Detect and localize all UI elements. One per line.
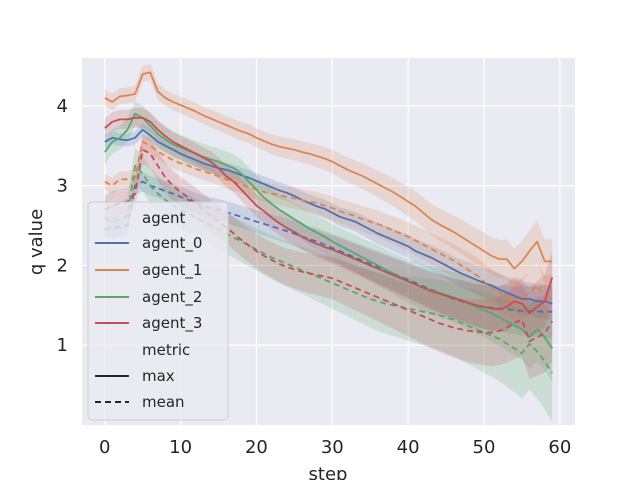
band-agent-0-max xyxy=(104,123,553,322)
band-agent-3-mean xyxy=(104,135,553,379)
legend-label-agent-0: agent_0 xyxy=(142,234,202,253)
legend-box xyxy=(87,201,229,421)
line-agent-0-mean xyxy=(104,180,553,313)
line-agent-3-max xyxy=(104,116,554,315)
band-agent-1-mean xyxy=(104,133,553,323)
tick-labels: 0 10 20 30 40 50 60 1 2 3 4 xyxy=(57,96,572,458)
x-tick-label: 0 xyxy=(99,437,110,458)
legend-hue-title: agent xyxy=(142,209,185,227)
line-agent-1-mean xyxy=(104,140,553,304)
y-tick-label: 2 xyxy=(57,255,68,276)
x-tick-label: 60 xyxy=(548,437,571,458)
legend-label-max: max xyxy=(142,367,175,385)
y-tick-label: 4 xyxy=(57,96,68,117)
legend-label-agent-1: agent_1 xyxy=(142,261,202,280)
line-agent-1-max xyxy=(104,71,553,270)
legend-label-mean: mean xyxy=(142,393,185,411)
x-tick-label: 30 xyxy=(321,437,344,458)
y-tick-label: 3 xyxy=(57,176,68,197)
legend-label-agent-3: agent_3 xyxy=(142,314,202,333)
legend: agent agent_0 agent_1 agent_2 agent_3 me… xyxy=(87,201,229,421)
x-tick-label: 10 xyxy=(169,437,192,458)
line-agent-2-max xyxy=(104,112,553,349)
x-tick-label: 50 xyxy=(473,437,496,458)
y-tick-label: 1 xyxy=(57,335,68,356)
legend-style-title: metric xyxy=(142,341,190,359)
x-tick-label: 40 xyxy=(397,437,420,458)
x-tick-label: 20 xyxy=(245,437,268,458)
x-axis-label: step xyxy=(309,464,348,480)
y-axis-label: q value xyxy=(26,209,47,275)
line-agent-3-mean xyxy=(104,148,553,343)
line-agent-2-mean xyxy=(104,164,553,374)
line-agent-0-max xyxy=(104,128,553,305)
band-agent-2-max xyxy=(104,101,553,382)
legend-label-agent-2: agent_2 xyxy=(142,288,202,307)
series-lines xyxy=(104,71,554,374)
